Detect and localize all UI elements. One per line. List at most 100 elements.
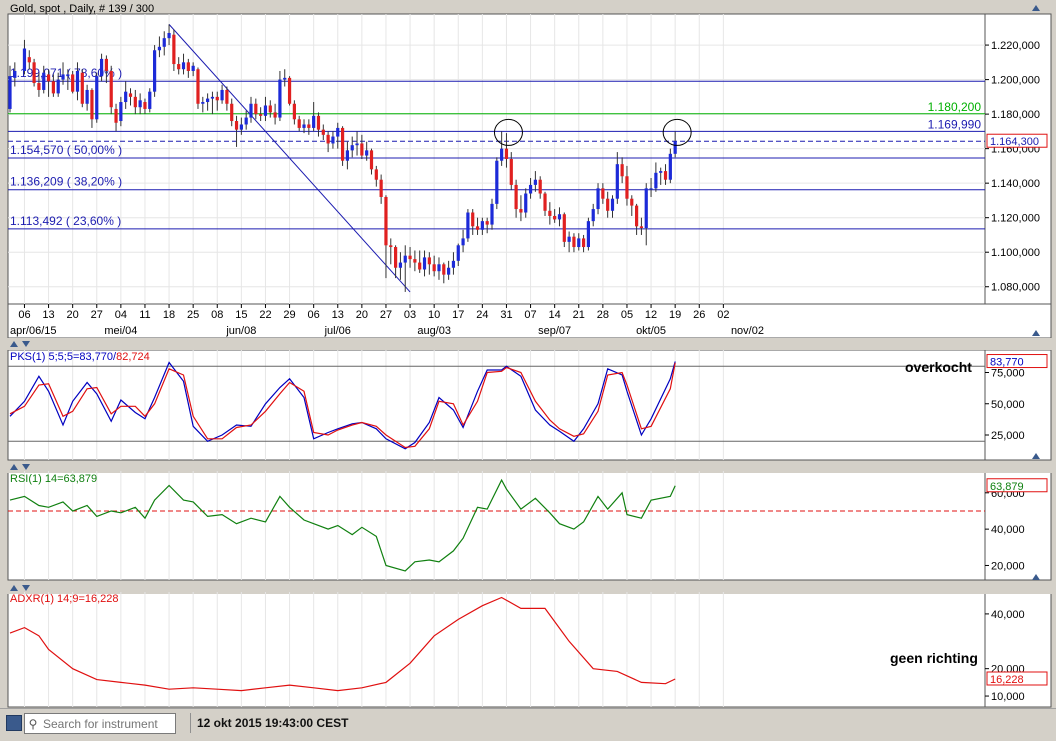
pane-4-plot-area [7, 591, 986, 708]
price-y-tick-label: 1.120,000 [991, 213, 1040, 225]
candle-body [519, 209, 523, 213]
candle-body [475, 226, 480, 230]
candle-body [326, 134, 330, 144]
candle-body [273, 112, 277, 118]
indicator-y-tick-label: 50,000 [991, 399, 1025, 411]
candle-body [427, 257, 431, 265]
candle-body [668, 153, 672, 180]
candle-body [181, 62, 186, 70]
x-day-tick-label: 28 [597, 309, 609, 321]
candle-body [466, 212, 470, 239]
candle-body [389, 245, 393, 248]
x-day-tick-label: 05 [621, 309, 633, 321]
x-day-tick-label: 27 [380, 309, 392, 321]
highlight-circle [662, 118, 692, 146]
candle-body [562, 214, 566, 242]
candle-body [225, 89, 229, 104]
candle-body [99, 58, 104, 77]
candle-body [37, 83, 41, 90]
candle-body [360, 143, 364, 156]
candle-body [75, 70, 80, 92]
candle-body [321, 129, 325, 135]
candle-body [109, 70, 113, 108]
collapse-up-icon [10, 341, 18, 347]
candle-body [490, 203, 494, 225]
x-day-tick-label: 31 [500, 309, 512, 321]
candle-body [220, 89, 224, 101]
candle-body [95, 76, 99, 120]
x-day-tick-label: 11 [139, 309, 150, 321]
candle-body [548, 210, 552, 216]
x-day-tick-label: 13 [332, 309, 344, 321]
x-day-tick-label: 25 [187, 309, 199, 321]
pks-indicator-label-signal: 82,724 [116, 351, 150, 363]
price-y-tick-label: 1.220,000 [991, 40, 1040, 52]
candle-body [543, 193, 547, 211]
candle-body [312, 115, 316, 128]
search-input[interactable] [41, 716, 171, 731]
x-month-label: jul/06 [324, 325, 351, 337]
candle-body [90, 89, 94, 120]
x-day-tick-label: 07 [524, 309, 536, 321]
indicator-value-box [986, 478, 1048, 493]
candle-body [206, 98, 210, 103]
price-y-tick-label: 1.100,000 [991, 247, 1040, 259]
adxr-annotation: geen richting [890, 650, 978, 666]
candle-body [659, 171, 663, 173]
panel-toggle-icon[interactable] [6, 715, 22, 731]
candle-body [80, 72, 84, 104]
trend-line [168, 24, 411, 293]
candle-body [355, 143, 359, 146]
x-day-tick-label: 02 [717, 309, 729, 321]
candle-body [567, 236, 571, 242]
x-day-tick-label: 19 [669, 309, 681, 321]
candle-body [461, 238, 465, 246]
pane-splitter [0, 338, 1056, 350]
candle-body [148, 91, 152, 109]
x-month-label: sep/07 [538, 325, 571, 337]
candle-body [128, 93, 133, 97]
instrument-search[interactable]: ⚲ [24, 713, 176, 734]
x-day-tick-label: 14 [549, 309, 561, 321]
candle-body [528, 184, 533, 194]
candle-body [263, 105, 268, 116]
candle-body [124, 91, 128, 103]
candle-body [533, 179, 537, 185]
candle-body [408, 255, 412, 260]
level-label: 1.169,990 [928, 117, 982, 131]
candle-body [509, 159, 513, 185]
candle-body [620, 164, 624, 177]
indicator-y-tick-label: 75,000 [991, 368, 1025, 380]
candle-body [316, 115, 321, 130]
x-day-tick-label: 10 [428, 309, 440, 321]
candle-body [133, 96, 137, 108]
x-day-tick-label: 12 [645, 309, 657, 321]
candle-body [625, 176, 629, 199]
x-month-label: nov/02 [731, 325, 764, 337]
indicator-series-line [9, 596, 676, 692]
candle-body [514, 184, 518, 210]
candle-body [302, 124, 306, 128]
price-y-tick-label: 1.200,000 [991, 75, 1040, 87]
pks-annotation: overkocht [905, 359, 972, 375]
candle-body [553, 215, 557, 220]
candle-body [577, 238, 581, 248]
candle-body [22, 48, 27, 71]
current-price-box [986, 133, 1048, 148]
candle-body [153, 50, 157, 92]
x-day-tick-label: 29 [283, 309, 295, 321]
candle-body [394, 247, 398, 268]
candle-body [374, 169, 378, 180]
x-day-tick-label: 21 [573, 309, 585, 321]
indicator-y-tick-label: 40,000 [991, 524, 1025, 536]
price-y-tick-label: 1.080,000 [991, 282, 1040, 294]
indicator-value-label: 63,879 [990, 481, 1024, 493]
candle-body [432, 264, 436, 272]
candle-body [538, 179, 542, 194]
x-day-tick-label: 24 [476, 309, 488, 321]
candle-body [350, 145, 354, 151]
level-label: 1.180,200 [928, 100, 982, 114]
candle-body [418, 262, 422, 270]
x-day-tick-label: 18 [163, 309, 175, 321]
